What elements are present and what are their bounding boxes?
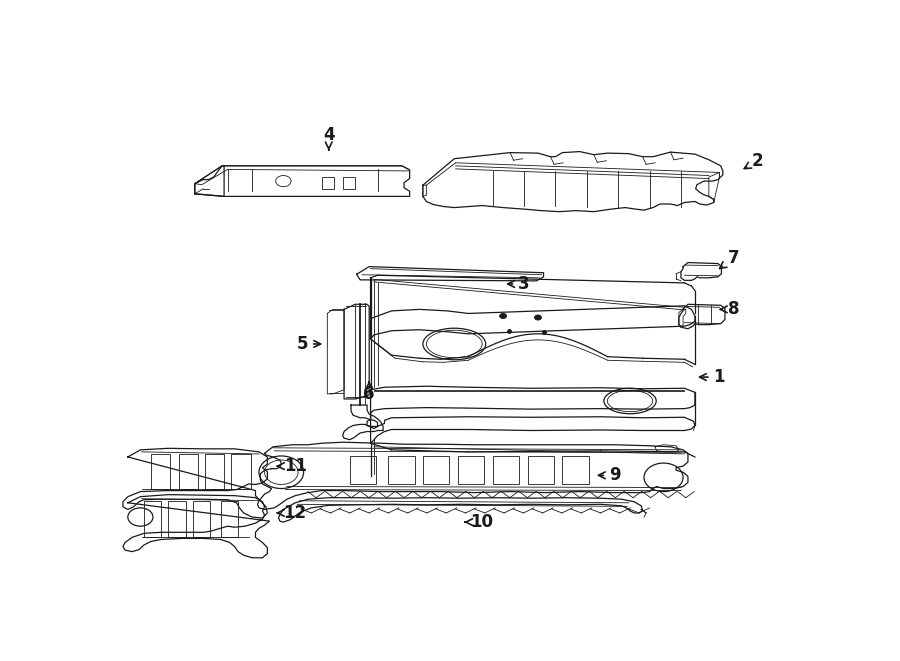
Text: 4: 4: [323, 126, 335, 150]
Bar: [168, 501, 185, 537]
Bar: [204, 454, 224, 488]
Text: 6: 6: [364, 382, 375, 403]
Bar: [343, 176, 356, 189]
Polygon shape: [194, 166, 410, 196]
Text: 10: 10: [465, 513, 494, 531]
Bar: [179, 454, 198, 488]
Bar: [322, 176, 334, 189]
Text: 9: 9: [598, 466, 620, 485]
Circle shape: [535, 315, 542, 320]
Bar: [527, 456, 554, 485]
Polygon shape: [194, 166, 224, 196]
Polygon shape: [679, 304, 725, 329]
Bar: [492, 456, 519, 485]
Polygon shape: [367, 386, 695, 444]
Polygon shape: [371, 278, 695, 339]
Bar: [144, 501, 161, 537]
Text: 5: 5: [296, 335, 320, 353]
Text: 3: 3: [508, 275, 530, 293]
Polygon shape: [344, 304, 369, 399]
Bar: [388, 456, 415, 485]
Polygon shape: [123, 494, 269, 558]
Polygon shape: [343, 405, 383, 440]
Text: 7: 7: [720, 249, 739, 268]
Text: 12: 12: [277, 504, 307, 522]
Bar: [458, 456, 484, 485]
Polygon shape: [123, 448, 267, 518]
Text: 2: 2: [744, 152, 763, 170]
Circle shape: [500, 313, 507, 319]
Polygon shape: [423, 151, 723, 212]
Bar: [349, 456, 376, 485]
Bar: [231, 454, 250, 488]
Polygon shape: [257, 442, 688, 510]
Text: 11: 11: [277, 457, 307, 475]
Bar: [562, 456, 589, 485]
Polygon shape: [681, 262, 722, 280]
Text: 8: 8: [721, 300, 739, 319]
Polygon shape: [278, 498, 643, 522]
Polygon shape: [328, 309, 344, 394]
Bar: [220, 501, 238, 537]
Bar: [151, 454, 170, 488]
Bar: [193, 501, 211, 537]
Text: 1: 1: [699, 368, 725, 386]
Bar: [423, 456, 449, 485]
Polygon shape: [356, 266, 544, 281]
